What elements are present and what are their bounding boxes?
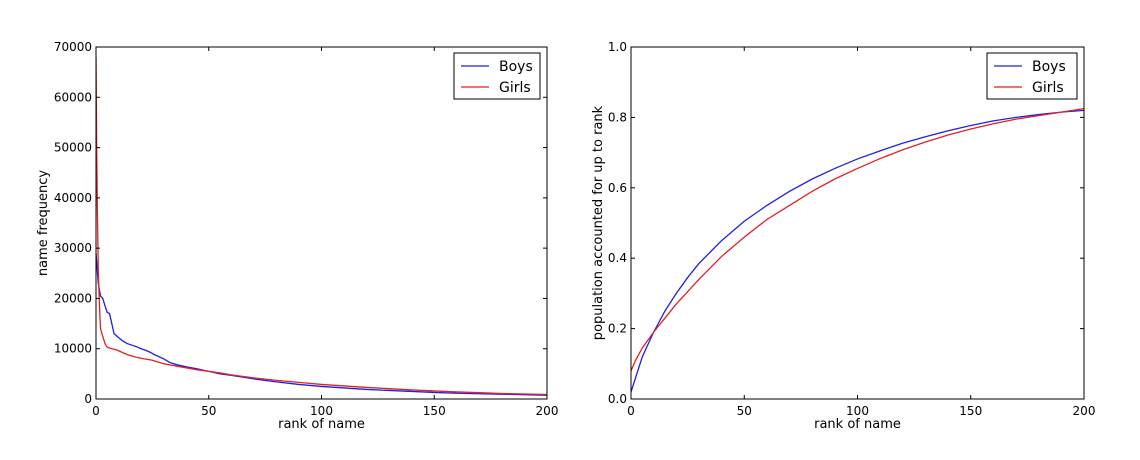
y-tick-label: 0.2 bbox=[608, 322, 627, 336]
x-tick-label: 100 bbox=[310, 404, 333, 418]
legend-label-girls: Girls bbox=[499, 80, 531, 96]
y-tick-label: 70000 bbox=[54, 40, 92, 54]
series-line-boys bbox=[631, 109, 1084, 393]
y-tick-label: 0.0 bbox=[608, 392, 627, 406]
y-tick-label: 20000 bbox=[54, 291, 92, 305]
legend-label-boys: Boys bbox=[1032, 59, 1066, 75]
y-tick-label: 1.0 bbox=[608, 40, 627, 54]
x-tick-label: 150 bbox=[423, 404, 446, 418]
x-tick-label: 100 bbox=[846, 404, 869, 418]
y-tick-label: 40000 bbox=[54, 191, 92, 205]
x-tick-label: 200 bbox=[1073, 404, 1096, 418]
y-tick-label: 0.8 bbox=[608, 110, 627, 124]
cumulative-population-chart: 0 50 100 150 200 0.0 0.2 0.4 0.6 0.8 1.0 rank of na… bbox=[591, 40, 1095, 432]
y-axis-label: name frequency bbox=[36, 170, 51, 277]
legend: Boys Girls bbox=[453, 52, 541, 100]
y-tick-label: 0.6 bbox=[608, 181, 627, 195]
series-line-girls bbox=[96, 57, 547, 396]
legend: Boys Girls bbox=[986, 52, 1078, 100]
x-tick-label: 150 bbox=[959, 404, 982, 418]
x-tick-label: 0 bbox=[627, 404, 635, 418]
x-tick-label: 200 bbox=[536, 404, 559, 418]
legend-label-boys: Boys bbox=[499, 59, 533, 75]
axes-frame bbox=[630, 46, 1085, 400]
y-tick-label: 50000 bbox=[54, 141, 92, 155]
y-tick-label: 10000 bbox=[54, 342, 92, 356]
y-tick-label: 60000 bbox=[54, 90, 92, 104]
x-tick-label: 0 bbox=[92, 404, 100, 418]
axes-frame bbox=[95, 46, 548, 400]
series-line-boys bbox=[96, 253, 547, 396]
x-tick-label: 50 bbox=[201, 404, 216, 418]
y-axis-label: population accounted for up to rank bbox=[591, 105, 606, 340]
y-tick-label: 0 bbox=[84, 392, 92, 406]
y-tick-label: 0.4 bbox=[608, 251, 627, 265]
x-tick-label: 50 bbox=[737, 404, 752, 418]
y-tick-label: 30000 bbox=[54, 241, 92, 255]
x-axis-label: rank of name bbox=[278, 417, 365, 432]
x-axis-label: rank of name bbox=[814, 417, 901, 432]
legend-label-girls: Girls bbox=[1032, 80, 1064, 96]
series-line-girls bbox=[631, 107, 1084, 372]
name-frequency-chart: 0 50 100 150 200 0 10000 20000 30000 40000 50000 60… bbox=[36, 40, 558, 432]
